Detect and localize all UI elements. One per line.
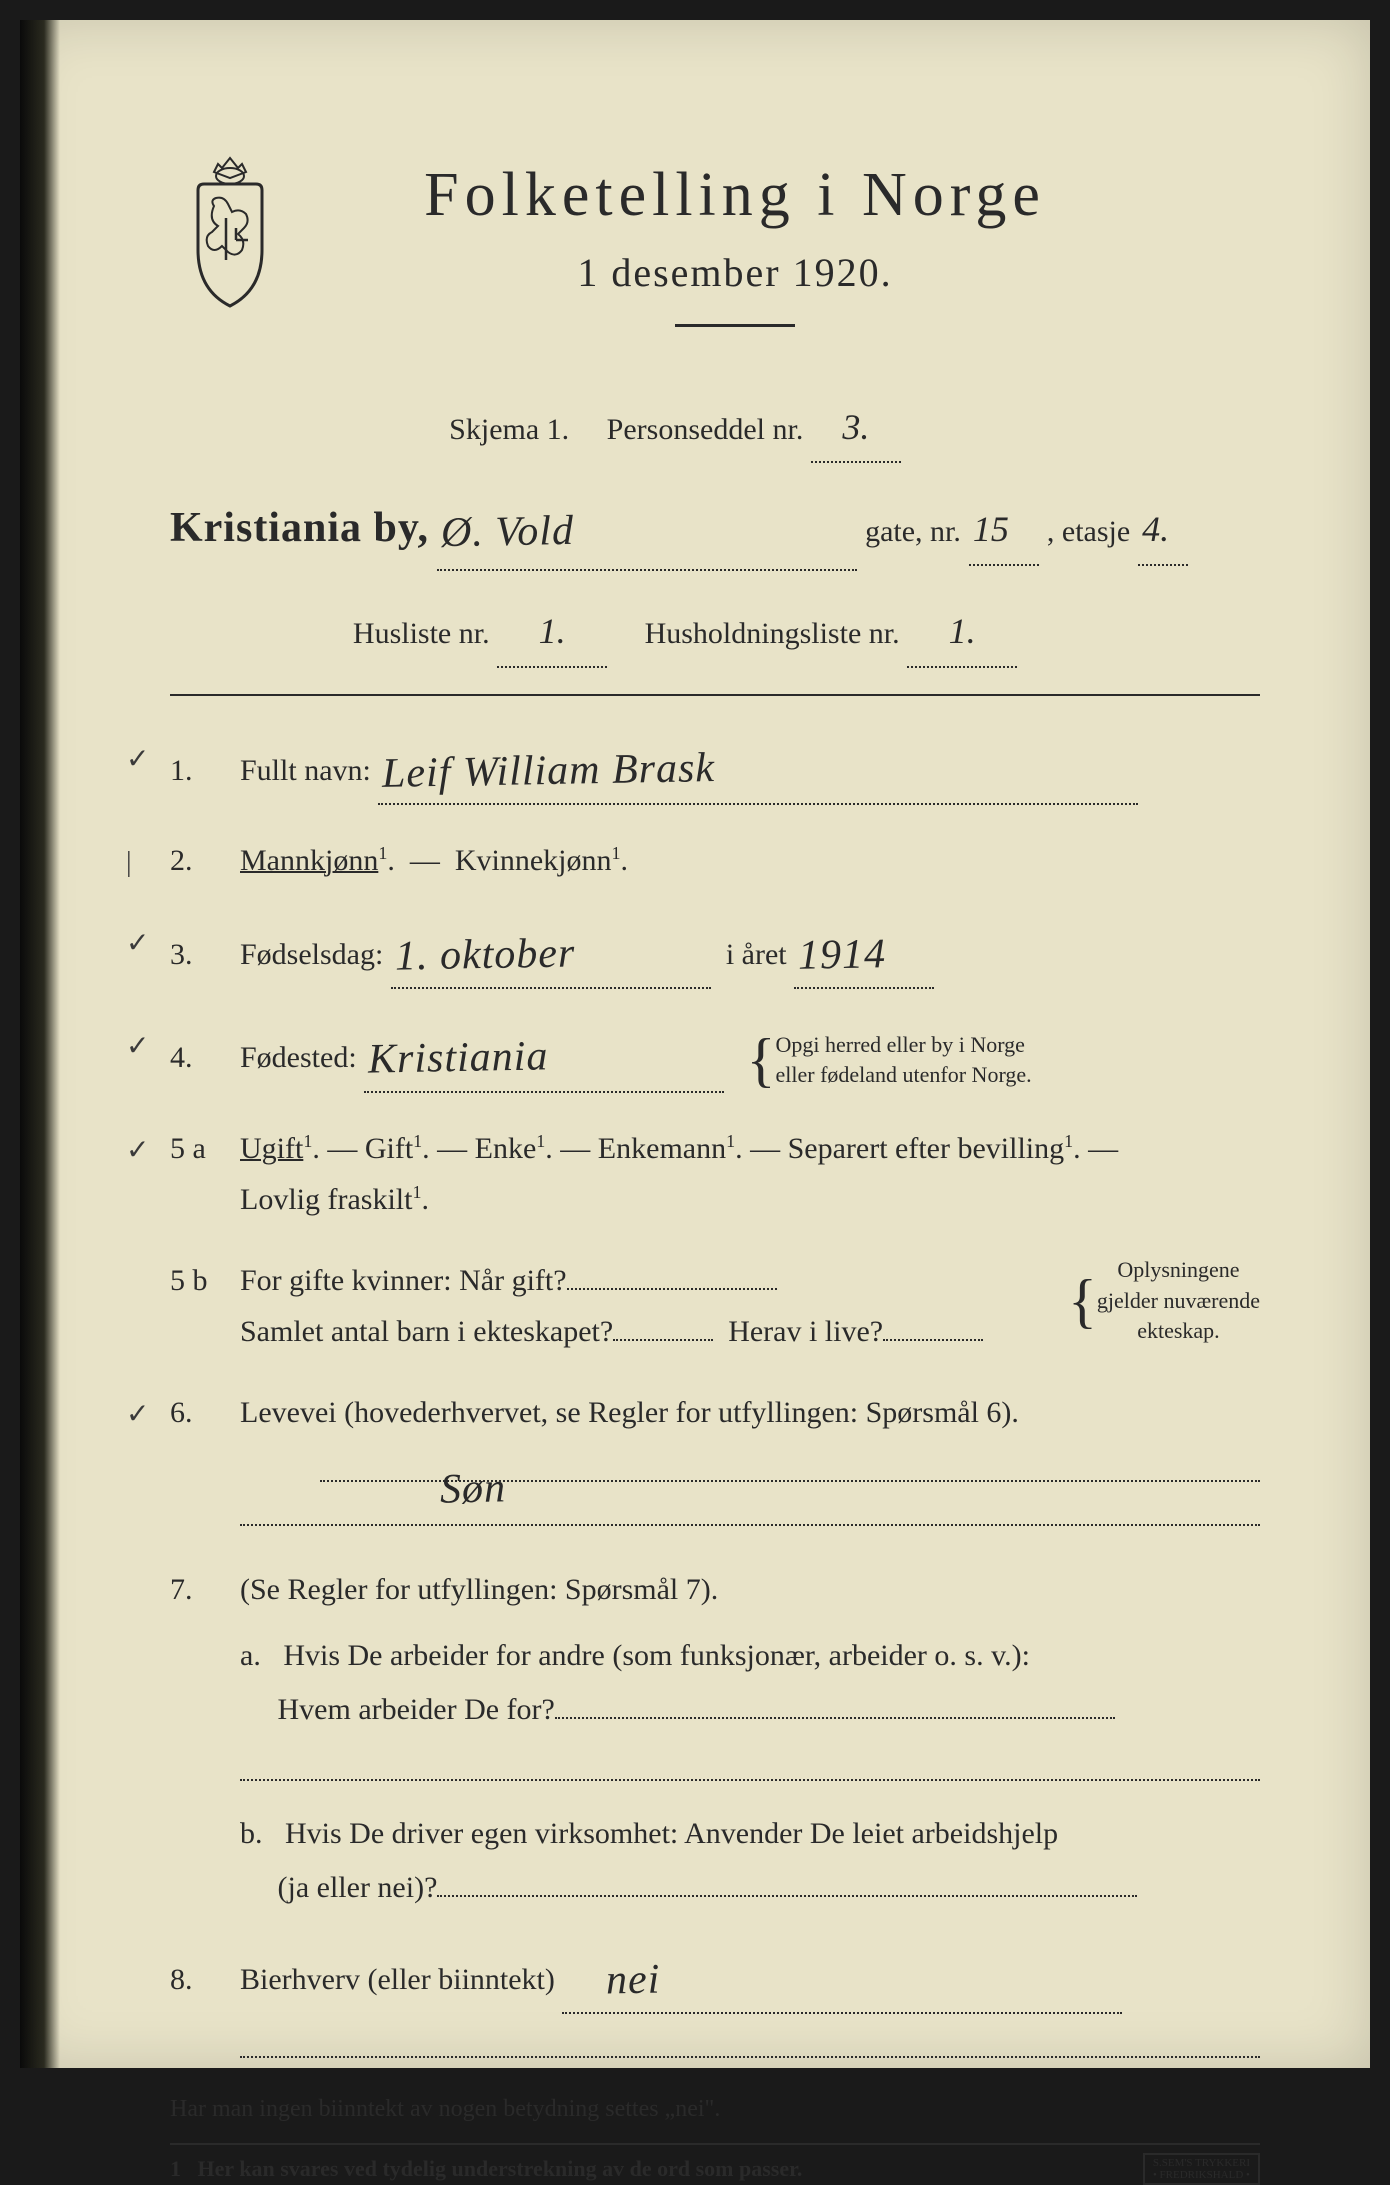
husholdning-label: Husholdningsliste nr. — [645, 617, 900, 650]
footnote-num: 1 — [170, 2156, 181, 2181]
q4-label: Fødested: — [240, 1041, 357, 1074]
q2-kvinne: Kvinnekjønn — [455, 844, 612, 877]
check-mark: ✓ — [126, 1391, 149, 1439]
question-7: 7. (Se Regler for utfyllingen: Spørsmål … — [170, 1564, 1260, 1615]
check-mark: ✓ — [126, 736, 149, 784]
footnote-bar: 1 Her kan svares ved tydelig understrekn… — [170, 2143, 1260, 2185]
husliste-line: Husliste nr. 1. Husholdningsliste nr. 1. — [170, 597, 1260, 667]
husliste-label: Husliste nr. — [353, 617, 490, 650]
footer-note: Har man ingen biinntekt av nogen betydni… — [170, 2096, 1260, 2123]
q5a-enke: Enke — [475, 1132, 537, 1165]
question-1: ✓ 1. Fullt navn: Leif William Brask — [170, 732, 1260, 805]
q7b-label: b. — [240, 1817, 263, 1850]
q5b-label1: For gifte kvinner: Når gift? — [240, 1264, 567, 1297]
brace-icon: { — [1068, 1283, 1097, 1319]
q7a-text2: Hvem arbeider De for? — [278, 1693, 555, 1726]
location-line: Kristiania by, Ø. Vold gate, nr. 15 , et… — [170, 489, 1260, 571]
q7b-text2: (ja eller nei)? — [278, 1871, 438, 1904]
question-3: ✓ 3. Fødselsdag: 1. oktober i året 1914 — [170, 916, 1260, 989]
printer-stamp: S.SEM'S TRYKKERI • FREDRIKSHALD • — [1143, 2153, 1260, 2185]
q8-label: Bierhverv (eller biinntekt) — [240, 1963, 555, 1996]
check-mark: ✓ — [126, 920, 149, 968]
form-header: Folketelling i Norge 1 desember 1920. — [170, 160, 1260, 363]
etasje-label: , etasje — [1047, 503, 1130, 560]
skjema-label: Skjema 1. — [449, 413, 569, 446]
question-2: | 2. Mannkjønn1. — Kvinnekjønn1. — [170, 835, 1260, 886]
gate-label: gate, nr. — [865, 503, 961, 560]
q4-note: Opgi herred eller by i Norge eller fødel… — [775, 1030, 1031, 1092]
title-divider — [675, 324, 795, 327]
footnote-text: Her kan svares ved tydelig understreknin… — [198, 2156, 803, 2181]
q2-number: 2. — [170, 835, 240, 886]
schema-line: Skjema 1. Personseddel nr. 3. — [170, 393, 1260, 463]
q4-value: Kristiania — [368, 1022, 550, 1097]
q7b-text1: Hvis De driver egen virksomhet: Anvender… — [285, 1817, 1058, 1850]
city-label: Kristiania by, — [170, 489, 429, 569]
question-5a: ✓ 5 a Ugift1. — Gift1. — Enke1. — Enkema… — [170, 1123, 1260, 1225]
q3-label: Fødselsdag: — [240, 938, 383, 971]
census-form-page: Folketelling i Norge 1 desember 1920. Sk… — [20, 20, 1370, 2068]
q1-number: 1. — [170, 745, 240, 796]
personseddel-label: Personseddel nr. — [607, 413, 804, 446]
question-8: 8. Bierhverv (eller biinntekt) nei — [170, 1941, 1260, 2066]
brace-icon: { — [747, 1042, 776, 1078]
etasje-value: 4. — [1142, 509, 1169, 549]
main-title: Folketelling i Norge — [330, 160, 1140, 231]
q5b-number: 5 b — [170, 1255, 240, 1306]
q3-number: 3. — [170, 929, 240, 980]
q3-day-value: 1. oktober — [394, 918, 576, 993]
q7a-text1: Hvis De arbeider for andre (som funksjon… — [283, 1639, 1030, 1672]
q5a-separert: Separert efter bevilling — [788, 1132, 1065, 1165]
gate-nr-value: 15 — [973, 509, 1009, 549]
husholdning-value: 1. — [949, 611, 976, 651]
q6-value: Søn — [439, 1453, 506, 1526]
q8-number: 8. — [170, 1954, 240, 2005]
q7-number: 7. — [170, 1564, 240, 1615]
q1-label: Fullt navn: — [240, 754, 371, 787]
title-block: Folketelling i Norge 1 desember 1920. — [330, 160, 1260, 363]
q5a-enkemann: Enkemann — [598, 1132, 726, 1165]
q6-number: 6. — [170, 1387, 240, 1438]
q5a-fraskilt: Lovlig fraskilt — [240, 1183, 412, 1216]
q5a-number: 5 a — [170, 1123, 240, 1174]
coat-of-arms-icon — [170, 150, 290, 310]
q6-label: Levevei (hovederhvervet, se Regler for u… — [240, 1396, 1019, 1429]
q5a-gift: Gift — [365, 1132, 413, 1165]
q7-label: (Se Regler for utfyllingen: Spørsmål 7). — [240, 1564, 1260, 1615]
q3-year-label: i året — [726, 938, 787, 971]
check-mark: | — [126, 839, 132, 887]
check-mark: ✓ — [126, 1127, 149, 1175]
question-7b: b. Hvis De driver egen virksomhet: Anven… — [240, 1807, 1260, 1915]
question-4: ✓ 4. Fødested: Kristiania { Opgi herred … — [170, 1019, 1260, 1092]
street-value: Ø. Vold — [440, 492, 574, 574]
q5a-ugift: Ugift — [240, 1132, 303, 1165]
q8-value: nei — [606, 1944, 662, 2016]
q5b-label2: Samlet antal barn i ekteskapet? — [240, 1315, 613, 1348]
q3-year-value: 1914 — [798, 919, 887, 992]
check-mark: ✓ — [126, 1023, 149, 1071]
q5b-label3: Herav i live? — [728, 1315, 883, 1348]
q5b-note: Oplysningene gjelder nuværende ekteskap. — [1097, 1255, 1260, 1347]
husliste-value: 1. — [539, 611, 566, 651]
question-5b: 5 b For gifte kvinner: Når gift? { Oplys… — [170, 1255, 1260, 1357]
question-6: ✓ 6. Levevei (hovederhvervet, se Regler … — [170, 1387, 1260, 1534]
q2-mann: Mannkjønn — [240, 844, 378, 877]
personseddel-value: 3. — [842, 407, 869, 447]
q4-number: 4. — [170, 1032, 240, 1083]
subtitle: 1 desember 1920. — [330, 249, 1140, 296]
q7a-label: a. — [240, 1639, 261, 1672]
question-7a: a. Hvis De arbeider for andre (som funks… — [240, 1629, 1260, 1781]
section-divider — [170, 694, 1260, 696]
q1-value: Leif William Brask — [382, 733, 716, 810]
